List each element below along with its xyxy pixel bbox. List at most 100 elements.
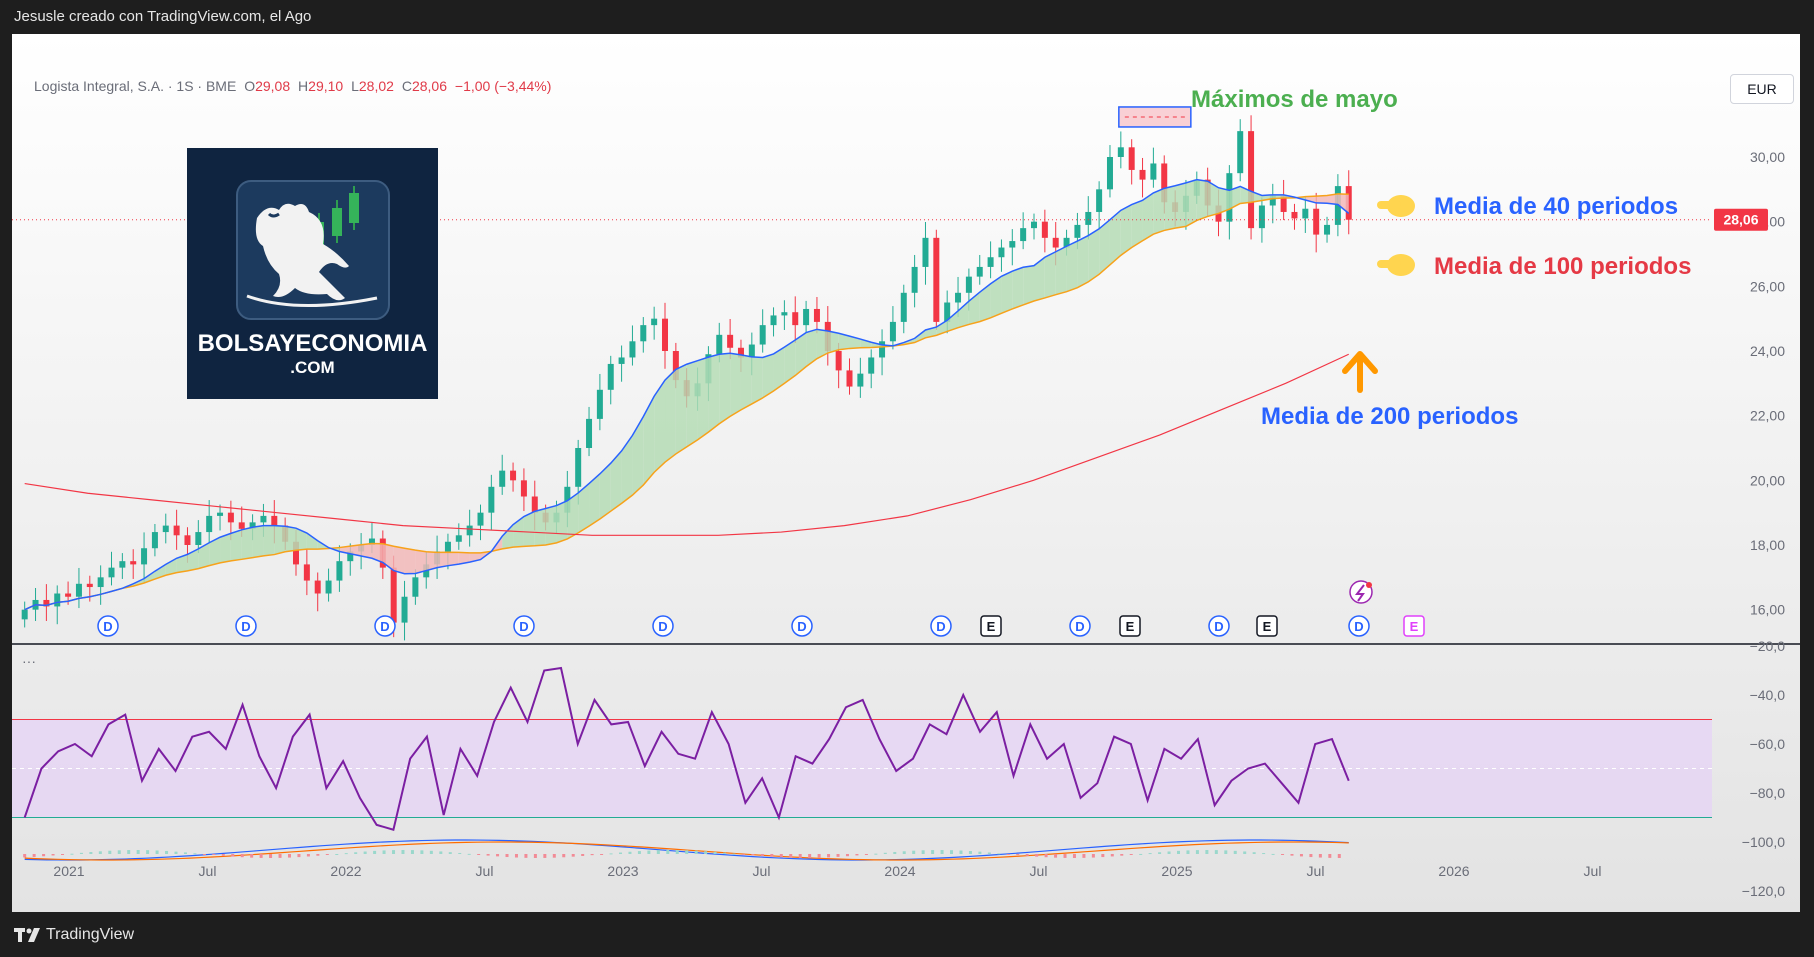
macd-histogram-bar: [609, 853, 613, 855]
ma-fill-segment: [209, 537, 221, 566]
ma-fill-segment: [675, 364, 687, 454]
dividend-event-label: D: [936, 619, 945, 634]
macd-histogram-bar: [855, 854, 859, 856]
macd-histogram-bar: [581, 854, 585, 856]
dividend-event-label: D: [797, 619, 806, 634]
macd-histogram-bar: [1195, 850, 1199, 854]
macd-histogram-bar: [798, 854, 802, 858]
macd-histogram-bar: [779, 854, 783, 858]
candle-body: [1150, 163, 1157, 180]
ma-fill-segment: [1099, 219, 1110, 275]
macd-histogram-bar: [789, 854, 793, 858]
last-price-tag-bg: [1714, 208, 1768, 231]
macd-histogram-bar: [978, 851, 982, 854]
ma-fill-segment: [404, 548, 416, 574]
macd-histogram-bar: [552, 854, 556, 858]
dividend-event-marker: [235, 615, 257, 637]
brand-title: BOLSAYECONOMIA: [197, 330, 428, 357]
macd-histogram-bar: [335, 853, 339, 855]
chart-frame[interactable]: 32,0030,0028,0026,0024,0022,0020,0018,00…: [12, 34, 1800, 912]
ma-fill-segment: [762, 353, 774, 398]
candle-body: [737, 347, 744, 358]
time-axis-tick-label: 2022: [330, 863, 361, 879]
macd-histogram-bar: [987, 852, 991, 854]
chart-caption: Jesusle creado con TradingView.com, el A…: [14, 8, 312, 25]
ma-fill-segment: [350, 544, 362, 556]
time-axis-tick-label: Jul: [1584, 863, 1602, 879]
macd-histogram-bar: [1318, 854, 1322, 858]
ma100-line: [24, 193, 1349, 611]
ma-fill-segment: [784, 340, 796, 384]
candle-body: [184, 535, 191, 545]
macd-histogram-bar: [883, 852, 887, 854]
macd-histogram-bar: [259, 854, 263, 858]
candle-body: [227, 512, 234, 523]
macd-histogram-bar: [694, 850, 698, 854]
dividend-event-marker: [930, 615, 952, 637]
currency-selector[interactable]: EUR: [1730, 74, 1794, 104]
candle-body: [998, 247, 1005, 258]
candle-body: [97, 577, 104, 588]
ma-fill-segment: [1055, 246, 1067, 295]
macd-histogram-bar: [1328, 854, 1332, 858]
macd-histogram-bar: [155, 850, 159, 854]
macd-histogram-bar: [278, 854, 282, 858]
macd-histogram-bar: [600, 854, 604, 855]
annotation-ma40: Media de 40 periodos: [1434, 193, 1679, 220]
ma-fill-segment: [947, 310, 959, 332]
macd-histogram-bar: [713, 851, 717, 854]
ma-fill-segment: [556, 500, 568, 543]
macd-histogram-bar: [1025, 854, 1029, 856]
macd-histogram-bar: [363, 851, 367, 854]
footer-bar: TradingView: [0, 912, 1814, 957]
macd-histogram-bar: [619, 852, 623, 854]
ma-fill-segment: [1337, 193, 1349, 214]
earnings-event-label: E: [1263, 619, 1272, 634]
macd-histogram-bar: [864, 854, 868, 855]
tradingview-logo[interactable]: TradingView: [14, 926, 134, 944]
ma-fill-segment: [621, 435, 633, 504]
macd-histogram-bar: [496, 854, 500, 857]
ma-fill-segment: [241, 527, 253, 560]
ma-fill-segment: [447, 552, 459, 566]
hand-pointer-icon: [1377, 195, 1415, 217]
candle-body: [1302, 208, 1309, 219]
candle-body: [900, 292, 907, 322]
macd-histogram-bar: [893, 851, 897, 854]
ma-fill-segment: [1218, 187, 1230, 214]
macd-histogram-bar: [647, 850, 651, 854]
candle-body: [151, 532, 158, 549]
ma-fill-segment: [263, 525, 275, 556]
macd-histogram-bar: [231, 854, 235, 857]
ma-fill-segment: [1164, 185, 1176, 231]
indicator-line: [23, 666, 1350, 832]
ma-fill-segment: [578, 483, 590, 533]
candle-body: [1324, 224, 1331, 235]
dividend-event-label: D: [1214, 619, 1223, 634]
ma-fill-segment: [252, 525, 264, 558]
ma-fill-segment: [958, 301, 969, 328]
price-axis-tick-label: 18,00: [1750, 537, 1785, 553]
candle-body: [1041, 221, 1048, 238]
candle-body: [1085, 211, 1092, 225]
last-price-tag-label: 28,06: [1723, 212, 1758, 228]
macd-histogram-bar: [628, 851, 632, 854]
candle-body: [803, 308, 810, 326]
ma-fill-segment: [990, 276, 1002, 318]
price-axis-tick-label: 22,00: [1750, 408, 1785, 424]
candle-body: [792, 312, 799, 326]
price-axis-tick-label: 16,00: [1750, 602, 1785, 618]
hand-pointer-icon: [1377, 254, 1415, 276]
ma-fill-segment: [1185, 179, 1197, 227]
candle-body: [368, 538, 375, 545]
brand-logo-box: BOLSAYECONOMIA .COM: [187, 148, 438, 399]
candle-body: [716, 334, 723, 355]
candle-body: [1269, 195, 1276, 206]
ma-fill-segment: [751, 356, 763, 404]
macd-histogram-bar: [1299, 854, 1303, 857]
macd-histogram-bar: [1337, 854, 1341, 858]
ma-fill-segment: [1109, 210, 1121, 265]
price-axis-tick-label: 24,00: [1750, 343, 1785, 359]
annotation-ma100: Media de 100 periodos: [1434, 253, 1692, 280]
candle-body: [162, 525, 169, 533]
